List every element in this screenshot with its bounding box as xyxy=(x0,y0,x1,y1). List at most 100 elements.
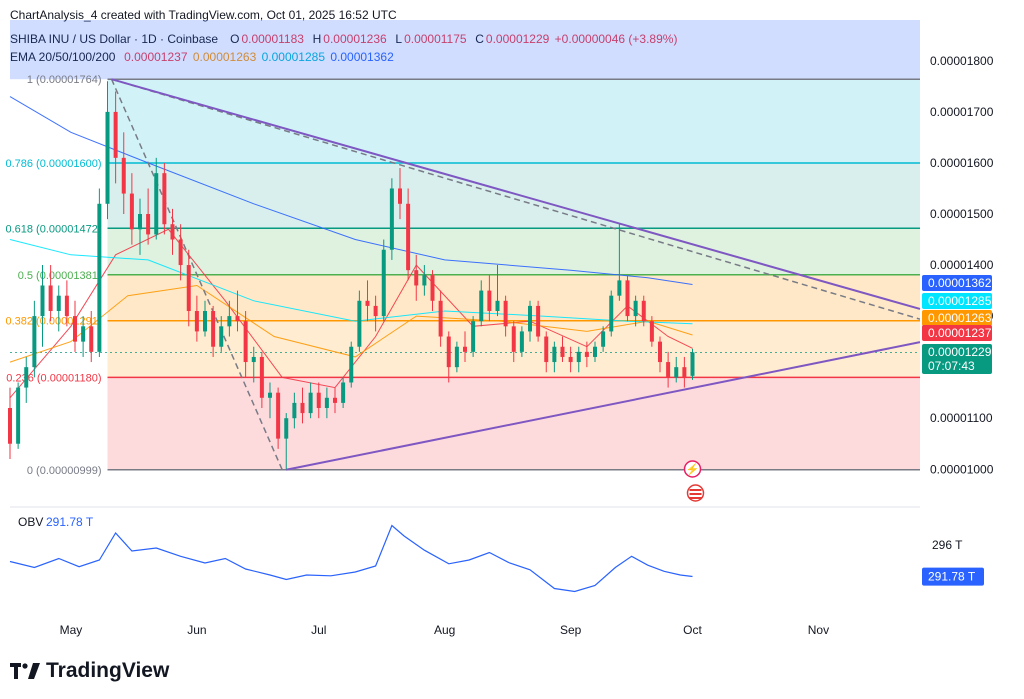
chart-caption: ChartAnalysis_4 created with TradingView… xyxy=(10,8,397,22)
price-tag xyxy=(922,310,992,326)
price-tag-value: 0.00001362 xyxy=(928,276,992,290)
lightning-glyph: ⚡ xyxy=(686,463,700,476)
obv-line xyxy=(9,524,693,593)
candle-body xyxy=(48,285,53,311)
obv-value-tag xyxy=(922,567,984,586)
candle-body xyxy=(568,356,573,363)
candle-body xyxy=(398,188,402,204)
candle-body xyxy=(333,397,337,403)
candle-body xyxy=(601,331,606,347)
candle-body xyxy=(487,290,492,311)
candle-body xyxy=(251,356,256,363)
price-tag xyxy=(922,325,992,341)
fib-level-label: 0.786 (0.00001600) xyxy=(5,158,101,170)
candle-body xyxy=(146,214,151,235)
candle-body xyxy=(308,392,313,414)
candle-body xyxy=(414,270,419,286)
candle-body xyxy=(24,367,29,388)
price-tag xyxy=(922,293,992,309)
fib-level-label: 0.5 (0.00001381) xyxy=(18,270,102,282)
candle-body xyxy=(276,392,281,439)
ema-label: EMA 20/50/100/200 xyxy=(10,50,116,64)
symbol-title: SHIBA INU / US Dollar · 1D · Coinbase xyxy=(10,32,219,46)
candle-body xyxy=(178,239,183,266)
candle-body xyxy=(576,351,581,363)
candle-body xyxy=(227,316,232,327)
fib-zone xyxy=(107,228,920,275)
obv-value-tag-text: 291.78 T xyxy=(928,570,976,584)
candle-body xyxy=(292,402,297,419)
price-tick-label: 0.00001600 xyxy=(930,156,994,170)
tradingview-logo-icon xyxy=(10,663,40,679)
fib-level-label: 0 (0.00000999) xyxy=(27,465,102,477)
price-tag-value: 0.00001229 xyxy=(928,345,992,359)
candle-body xyxy=(97,203,102,352)
candle-body xyxy=(519,331,524,352)
candle-body xyxy=(479,290,484,322)
candle-body xyxy=(259,356,264,398)
fib-zone xyxy=(107,79,920,163)
lightning-event-icon xyxy=(683,460,702,478)
candle-body xyxy=(16,387,21,444)
candle-body xyxy=(682,367,687,378)
ema-header: EMA 20/50/100/200 0.00001237 0.00001263 … xyxy=(10,50,396,64)
close-label: C xyxy=(475,32,484,46)
candle-body xyxy=(211,311,216,347)
price-tick-label: 0.00001500 xyxy=(930,207,994,221)
candle-body xyxy=(536,305,541,337)
candle-body xyxy=(365,300,370,306)
candle-body xyxy=(552,346,557,363)
candle-body xyxy=(544,336,549,363)
candle-body xyxy=(609,295,614,332)
ema-line xyxy=(9,239,693,325)
change-value: +0.00000046 (+3.89%) xyxy=(554,32,678,46)
candle-body xyxy=(243,321,248,363)
ema-line xyxy=(9,96,693,285)
candle-body xyxy=(641,300,646,322)
candle-body xyxy=(463,346,467,352)
candle-body xyxy=(422,275,427,286)
price-tick-label: 0.00001000 xyxy=(930,462,994,476)
candle-body xyxy=(138,214,142,230)
price-tag-timer: 07:07:43 xyxy=(928,359,975,373)
ema100-value: 0.00001285 xyxy=(261,50,325,64)
candle-body xyxy=(194,311,199,332)
low-label: L xyxy=(395,32,403,46)
candle-body xyxy=(40,285,45,317)
candle-body xyxy=(170,224,175,240)
price-chart[interactable]: 1 (0.00001764) 0.786 (0.00001600) 0.618 (0… xyxy=(0,0,1024,650)
candle-body xyxy=(64,295,69,317)
candle-body xyxy=(503,300,508,327)
candle-body xyxy=(235,316,240,322)
candle-body xyxy=(373,305,378,317)
candle-body xyxy=(389,188,394,250)
price-tick-label: 0.00001700 xyxy=(930,105,994,119)
candle-body xyxy=(219,326,224,347)
candle-body xyxy=(129,193,134,230)
candle-body xyxy=(511,326,516,352)
price-tag xyxy=(922,344,992,374)
fib-level-label: 1 (0.00001764) xyxy=(27,74,102,86)
fib-zone xyxy=(107,162,920,229)
dashed-trendline xyxy=(111,78,921,320)
candle-body xyxy=(438,300,443,337)
candle-body xyxy=(690,352,695,376)
time-tick-label: Aug xyxy=(434,623,455,637)
candle-body xyxy=(56,295,61,311)
candle-body xyxy=(495,300,500,311)
candle-body xyxy=(357,300,362,347)
candle-body xyxy=(349,346,354,383)
close-value: 0.00001229 xyxy=(485,32,550,46)
ema200-value: 0.00001362 xyxy=(330,50,394,64)
candle-body xyxy=(105,111,110,204)
candle-body xyxy=(162,173,167,225)
brand-name: TradingView xyxy=(46,659,170,682)
time-tick-label: Nov xyxy=(808,623,829,637)
candle-body xyxy=(203,311,207,332)
flag-stripe xyxy=(689,493,702,495)
candle-body xyxy=(528,305,532,332)
candle-body xyxy=(625,280,630,317)
fib-level-label: 0.618 (0.00001472) xyxy=(5,223,101,235)
low-value: 0.00001175 xyxy=(404,32,467,46)
candle-body xyxy=(666,362,671,378)
